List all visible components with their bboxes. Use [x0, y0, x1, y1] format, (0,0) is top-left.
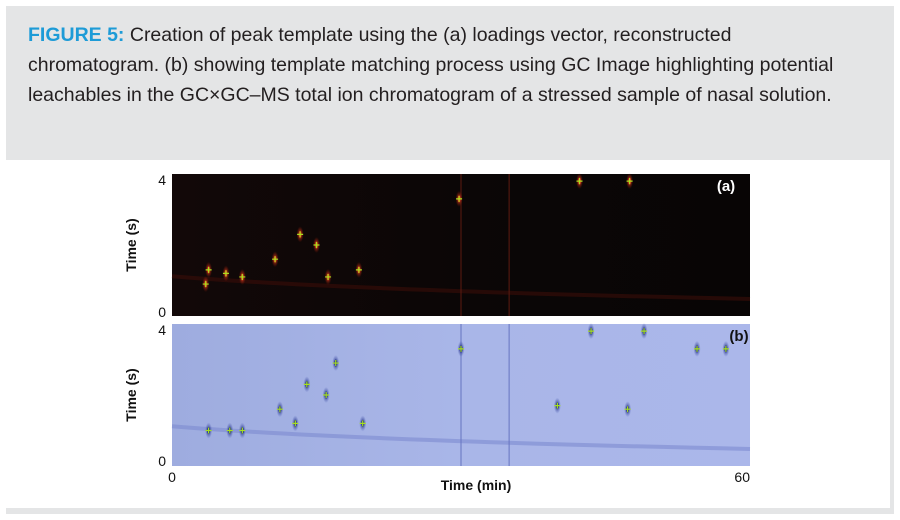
- panel-a-peak-marker-12: [626, 178, 633, 185]
- panel-b-peak-marker-10: [458, 345, 464, 352]
- panel-a-peak-marker-10: [456, 195, 463, 202]
- panel-b: (b) 4 0 Time (s) 0 60 Time (min): [123, 322, 750, 493]
- panel-b-peak-marker-8: [332, 360, 339, 367]
- panel-b-ytick-top: 4: [158, 322, 166, 338]
- panel-b-bleed-band: [171, 424, 751, 451]
- x-tick-0: 0: [168, 469, 176, 485]
- panel-a-peak-marker-2: [205, 266, 212, 273]
- figure-caption: FIGURE 5: Creation of peak template usin…: [28, 20, 848, 110]
- panel-a-peak-marker-8: [325, 273, 332, 280]
- figure-label: FIGURE 5:: [28, 24, 125, 46]
- panel-a-peak-marker-11: [576, 178, 583, 185]
- panel-a-peak-marker-7: [313, 242, 320, 248]
- panel-b-peak-marker-13: [624, 406, 631, 413]
- panel-a-peak-marker-5: [272, 256, 279, 263]
- panel-b-peak-marker-4: [276, 406, 283, 413]
- panel-a-peak-marker-1: [202, 281, 209, 288]
- plot-panel: (a) 4 0 Time (s) (b) 4 0 Time (s) 0 60 T…: [6, 160, 890, 508]
- panel-b-peak-marker-15: [694, 345, 701, 352]
- panel-b-peak-marker-3: [239, 427, 246, 434]
- panel-b-ylabel: Time (s): [123, 368, 139, 421]
- panel-b-peak-marker-7: [323, 392, 330, 398]
- panel-b-peak-marker-11: [554, 402, 561, 409]
- caption-text: Creation of peak template using the (a) …: [28, 24, 834, 106]
- panel-b-peak-marker-2: [226, 427, 233, 434]
- panel-b-ytick-bottom: 0: [158, 453, 166, 469]
- x-axis-title: Time (min): [441, 477, 512, 493]
- panel-b-peak-marker-5: [292, 420, 299, 427]
- panel-b-label: (b): [729, 328, 748, 345]
- panel-a-peaks: [202, 173, 634, 293]
- panel-a: (a) 4 0 Time (s): [123, 172, 751, 320]
- panel-a-label: (a): [717, 178, 735, 195]
- panel-b-peak-marker-9: [359, 420, 366, 427]
- panel-a-ytick-top: 4: [158, 172, 166, 188]
- panel-a-peak-marker-6: [297, 231, 304, 238]
- panel-a-peak-marker-9: [355, 266, 362, 273]
- panel-b-peak-marker-14: [641, 328, 648, 335]
- panel-a-peak-marker-3: [222, 270, 229, 277]
- panel-b-peak-marker-1: [205, 427, 212, 434]
- x-tick-60: 60: [734, 469, 750, 485]
- panel-b-peak-marker-16: [722, 345, 729, 352]
- panel-a-ylabel: Time (s): [123, 218, 139, 271]
- panel-a-peak-marker-4: [239, 273, 246, 280]
- panel-b-peaks: [205, 323, 730, 439]
- chart-svg: (a) 4 0 Time (s) (b) 4 0 Time (s) 0 60 T…: [123, 172, 751, 493]
- panel-a-ytick-bottom: 0: [158, 304, 166, 320]
- panel-b-peak-marker-12: [588, 328, 595, 335]
- panel-b-peak-marker-6: [303, 381, 310, 388]
